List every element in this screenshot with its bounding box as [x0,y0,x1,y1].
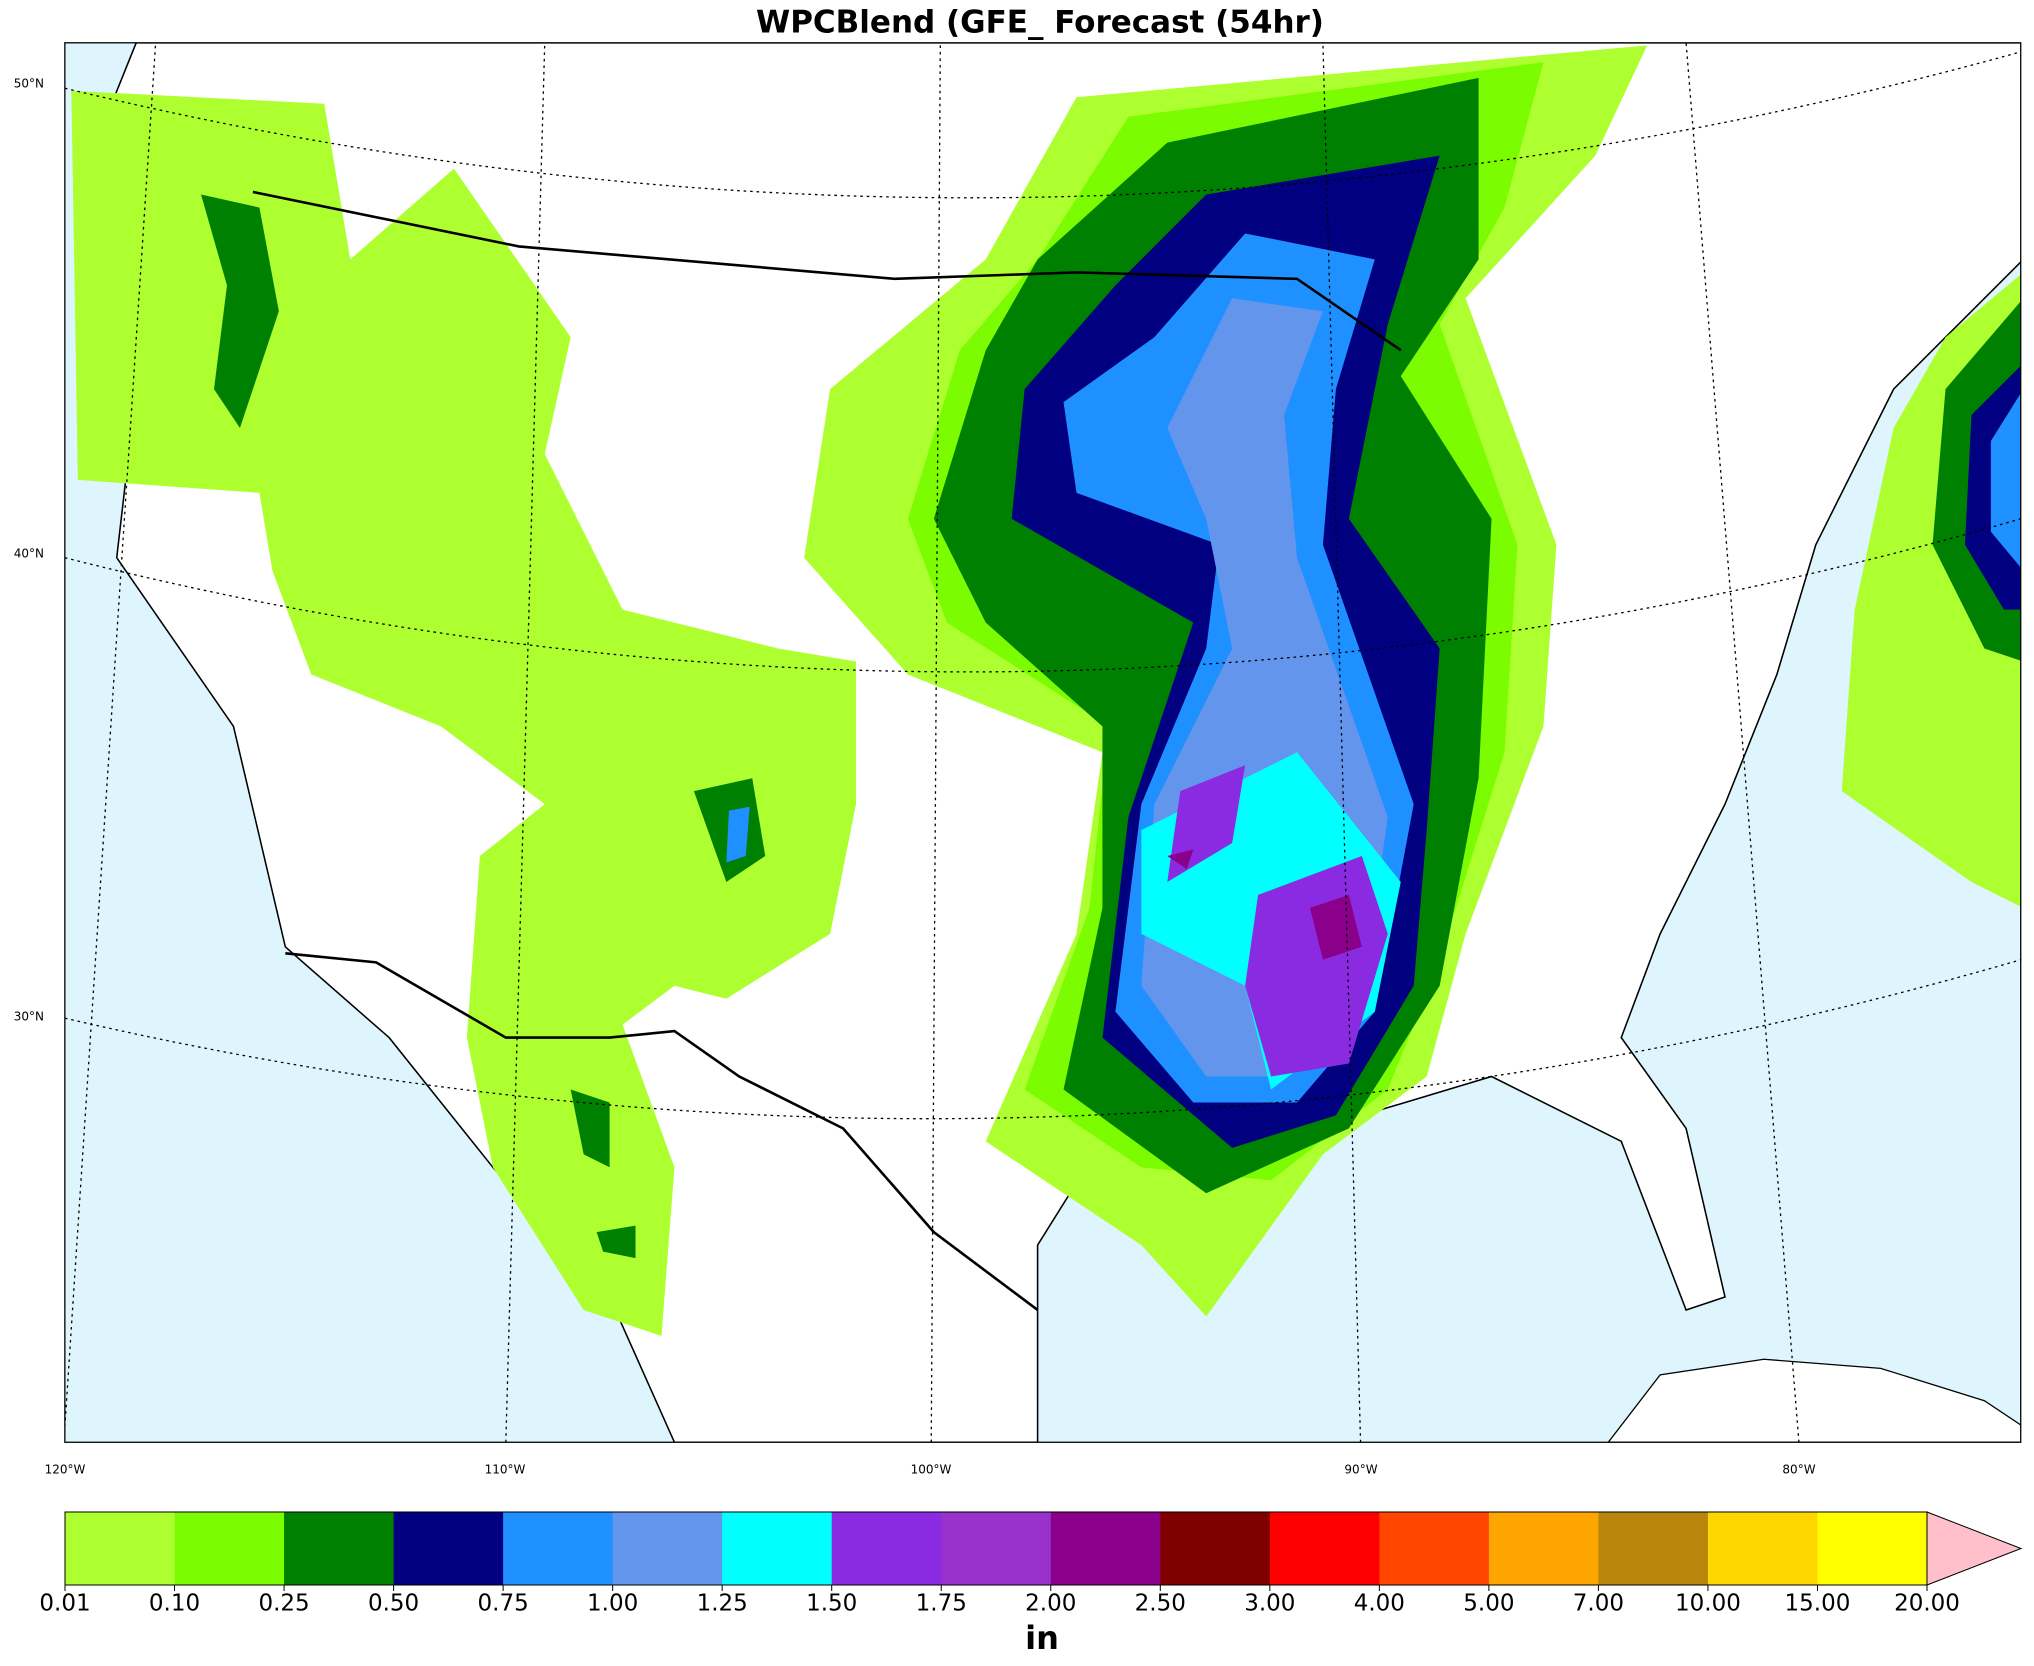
colorbar-tick-label: 10.00 [1675,1591,1741,1617]
colorbar-swatch [722,1512,833,1585]
colorbar-swatch [1707,1512,1818,1585]
colorbar-swatch [612,1512,723,1585]
colorbar-tick-label: 1.50 [806,1591,857,1617]
map-frame [64,42,2022,1443]
precip-lime-west [71,90,857,1336]
colorbar-swatch [831,1512,942,1585]
colorbar-swatch [65,1512,176,1585]
lon-label: 110°W [485,1463,526,1477]
lat-label: 40°N [14,547,44,561]
us-canada-border [252,190,1402,352]
colorbar-tick-label: 3.00 [1244,1591,1295,1617]
cuba [1607,1358,2021,1443]
colorbar-tick-label: 0.10 [149,1591,200,1617]
colorbar-tick-label: 1.75 [916,1591,967,1617]
colorbar-swatch [1050,1512,1161,1585]
colorbar-tick-label: 7.00 [1573,1591,1624,1617]
colorbar-extend [1926,1511,2023,1586]
colorbar-swatch [1160,1512,1271,1585]
colorbar-tick-label: 1.00 [587,1591,638,1617]
colorbar-tick-label: 20.00 [1894,1591,1960,1617]
colorbar-swatch [941,1512,1052,1585]
colorbar-tick-label: 0.75 [478,1591,529,1617]
colorbar-swatch [1817,1512,1928,1585]
colorbar-frame [64,1511,1928,1586]
colorbar-swatch [1488,1512,1599,1585]
lat-label: 50°N [14,77,44,91]
precip-purple [1167,765,1388,1077]
precip-magenta [1167,849,1362,960]
colorbar-swatch [503,1512,614,1585]
colorbar-tick-label: 0.50 [368,1591,419,1617]
precip-nm-blue [726,806,750,863]
colorbar-tick-label: 0.25 [258,1591,309,1617]
colorbar-tick-label: 2.50 [1135,1591,1186,1617]
map [64,42,2022,1443]
lon-label: 90°W [1344,1463,1377,1477]
colorbar-swatch [1598,1512,1709,1585]
lat-label: 30°N [14,1010,44,1024]
precip-east-blue [1990,393,2021,568]
colorbar-swatch [284,1512,395,1585]
colorbar-swatch [393,1512,504,1585]
lon-label: 80°W [1782,1463,1815,1477]
map-title: WPCBlend (GFE_ Forecast (54hr) [756,5,1324,41]
colorbar-tick-label: 4.00 [1354,1591,1405,1617]
colorbar-swatch [1379,1512,1490,1585]
colorbar-swatch [174,1512,285,1585]
colorbar-tick-label: 0.01 [39,1591,90,1617]
precip-mx-green [570,1089,636,1259]
colorbar-unit: in [1025,1619,1059,1657]
us-mexico-border [285,952,1039,1312]
lon-label: 120°W [45,1463,86,1477]
colorbar-tick-label: 1.25 [697,1591,748,1617]
colorbar-tick-label: 5.00 [1463,1591,1514,1617]
colorbar-swatch [1269,1512,1380,1585]
colorbar-tick-label: 2.00 [1025,1591,1076,1617]
colorbar-tick-label: 15.00 [1785,1591,1851,1617]
lon-label: 100°W [911,1463,952,1477]
